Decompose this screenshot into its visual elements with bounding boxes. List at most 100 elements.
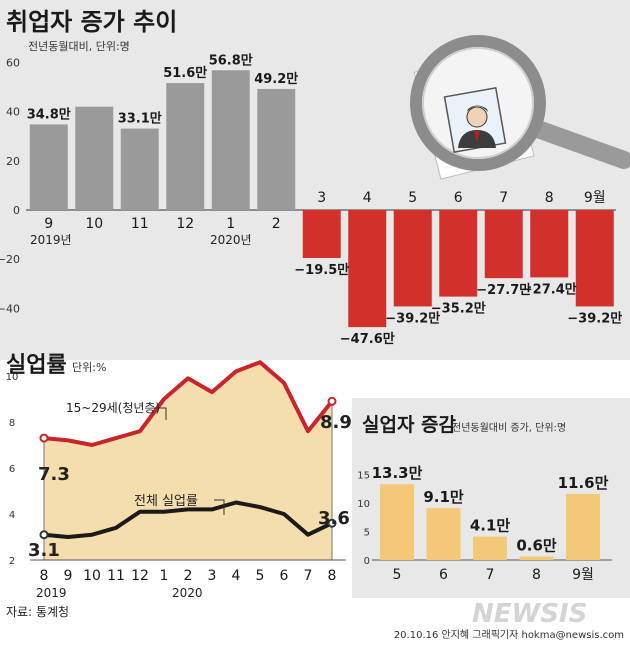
employment-y-tick: 20 xyxy=(6,155,20,168)
employment-category-label: 3 xyxy=(317,190,326,206)
employment-data-label: −35.2만 xyxy=(431,301,486,317)
rate-endpoint-marker xyxy=(39,433,49,443)
rate-x-axis: 8 9 10 11 12 1 2 3 4 5 6 7 8 xyxy=(40,568,337,584)
employment-y-axis: 60 40 20 0 −20 −40 xyxy=(0,56,20,315)
employment-y-tick: 40 xyxy=(6,106,20,119)
rate-y-axis: 10 8 6 4 2 xyxy=(6,372,19,567)
employment-chart: 취업자 증가 추이 전년동월대비, 단위:명 60 40 20 0 −20 −40 34.… xyxy=(0,0,630,360)
employment-data-label: 33.1만 xyxy=(118,111,162,127)
rate-x-label: 9 xyxy=(64,568,73,584)
rate-year-2019: 2019 xyxy=(36,586,67,600)
employment-data-label: 49.2만 xyxy=(254,71,298,87)
change-bar xyxy=(473,536,507,560)
employment-y-tick: 0 xyxy=(13,204,20,217)
newsis-watermark: NEWSIS xyxy=(472,599,587,629)
employment-year-2019: 2019년 xyxy=(30,233,72,247)
employment-category-label: 7 xyxy=(499,190,508,206)
employment-subtitle: 전년동월대비, 단위:명 xyxy=(28,40,130,53)
change-category-label: 9월 xyxy=(572,567,594,583)
change-data-label: 0.6만 xyxy=(516,537,557,555)
employment-bar xyxy=(257,88,296,210)
rate-title: 실업률 xyxy=(6,353,67,378)
change-x-axis: 5 6 7 8 9월 xyxy=(393,567,594,583)
change-bar xyxy=(566,493,600,560)
employment-data-label: 56.8만 xyxy=(209,52,253,68)
rate-x-label: 5 xyxy=(256,568,265,584)
rate-y-tick: 2 xyxy=(9,556,15,567)
rate-year-2020: 2020 xyxy=(172,586,203,600)
employment-bar xyxy=(120,128,159,210)
rate-x-label: 4 xyxy=(232,568,241,584)
change-y-tick: 15 xyxy=(357,471,370,482)
employment-category-label: 9 xyxy=(44,216,53,232)
employment-category-label: 5 xyxy=(408,190,417,206)
employment-bar xyxy=(439,210,478,297)
change-y-axis: 15 10 5 0 xyxy=(357,471,370,568)
total-series-line xyxy=(43,500,333,539)
change-y-tick: 10 xyxy=(357,499,370,510)
youth-series-line xyxy=(43,360,334,447)
employment-year-2020: 2020년 xyxy=(210,233,252,247)
employment-y-tick: 60 xyxy=(6,56,20,69)
change-bar xyxy=(380,484,414,560)
employment-y-tick: −20 xyxy=(0,253,20,266)
rate-x-label: 8 xyxy=(328,568,337,584)
youth-area-fill xyxy=(44,362,332,560)
change-data-labels: 13.3만9.1만 4.1만 0.6만 11.6만 xyxy=(372,464,609,554)
employment-bar xyxy=(211,70,250,210)
employment-bar xyxy=(575,210,614,307)
unemployed-change-chart: 실업자 증감 전년동월대비 증가, 단위:명 15 10 5 0 13.3만9.1만 4… xyxy=(352,398,630,598)
employment-bar xyxy=(484,210,523,279)
rate-x-label: 10 xyxy=(83,568,101,584)
rate-x-label: 8 xyxy=(40,568,49,584)
youth-end-label: 8.9 xyxy=(320,412,352,433)
employment-data-label: −39.2만 xyxy=(567,310,622,326)
change-y-tick: 5 xyxy=(364,528,370,539)
rate-subtitle: 단위:% xyxy=(72,361,106,374)
change-bar xyxy=(519,556,554,560)
person-photo-icon xyxy=(443,87,507,153)
total-end-label: 3.6 xyxy=(318,508,350,529)
total-series-name: 전체 실업률 xyxy=(134,494,198,509)
rate-x-label: 2 xyxy=(184,568,193,584)
employment-category-label: 8 xyxy=(545,190,554,206)
youth-series-name: 15~29세(청년층) xyxy=(66,401,160,415)
change-bar xyxy=(426,508,461,560)
employment-data-label: −47.6만 xyxy=(340,331,395,347)
rate-x-label: 1 xyxy=(160,568,169,584)
change-data-label: 13.3만 xyxy=(372,464,423,482)
employment-bar xyxy=(166,83,205,210)
rate-endpoint-marker xyxy=(327,518,337,528)
source-text: 자료: 통계청 xyxy=(6,605,69,619)
employment-bar xyxy=(302,210,341,258)
employment-category-label: 11 xyxy=(131,216,149,232)
rate-y-tick: 6 xyxy=(9,464,15,475)
change-data-label: 4.1만 xyxy=(470,517,511,535)
employment-bar xyxy=(29,124,68,210)
employment-data-label: 51.6만 xyxy=(163,65,207,81)
employment-data-label: −27.7만 xyxy=(476,282,531,298)
employment-y-tick: −40 xyxy=(0,302,20,315)
employment-bar xyxy=(393,210,432,307)
rate-endpoint-marker xyxy=(39,530,49,540)
rate-x-label: 11 xyxy=(107,568,125,584)
employment-title: 취업자 증가 추이 xyxy=(6,8,177,36)
total-series-leader xyxy=(214,499,225,515)
change-y-tick: 0 xyxy=(364,556,370,567)
rate-endpoint-marker xyxy=(327,396,337,406)
employment-bar xyxy=(348,210,387,328)
employment-category-label: 6 xyxy=(454,190,463,206)
employment-category-label: 2 xyxy=(272,216,281,232)
credit-text: 20.10.16 안지혜 그래픽기자 hokma@newsis.com xyxy=(394,629,624,641)
employment-data-label: −39.2만 xyxy=(385,310,440,326)
change-subtitle: 전년동월대비 증가, 단위:명 xyxy=(452,421,566,434)
employment-data-label: −27.4만 xyxy=(522,281,577,297)
employment-category-label: 1 xyxy=(226,216,235,232)
change-category-label: 7 xyxy=(486,567,495,583)
total-start-label: 3.1 xyxy=(28,540,60,561)
employment-data-label: 34.8만 xyxy=(27,106,71,122)
